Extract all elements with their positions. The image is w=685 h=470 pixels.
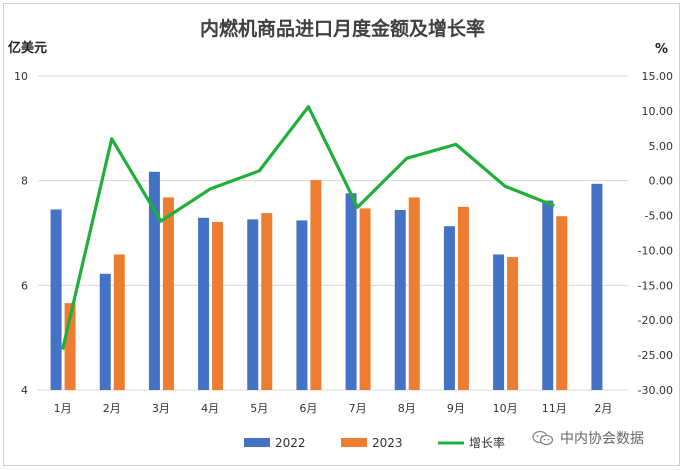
x-tick-label: 9月	[447, 402, 465, 415]
bar-2022	[394, 209, 406, 390]
bar-2023	[359, 208, 371, 390]
chart-title: 内燃机商品进口月度金额及增长率	[199, 18, 485, 40]
right-axis-unit: %	[655, 42, 669, 57]
bar-2023	[212, 222, 224, 390]
x-tick-label: 10月	[493, 402, 518, 415]
legend-label: 增长率	[469, 435, 505, 450]
bar-2022	[591, 183, 603, 390]
bar-2023	[310, 180, 322, 390]
x-tick-label: 2月	[594, 402, 612, 415]
bar-2023	[64, 303, 76, 390]
bar-2022	[296, 220, 308, 390]
bar-2022	[198, 217, 210, 390]
x-tick-label: 11月	[542, 402, 567, 415]
x-tick-label: 4月	[201, 402, 219, 415]
legend-swatch	[341, 438, 367, 447]
legend-swatch	[244, 438, 270, 447]
bar-2023	[113, 254, 125, 390]
bar-2022	[493, 254, 505, 390]
bar-2022	[247, 219, 259, 390]
y-tick-label-right: 0.00	[649, 175, 674, 188]
bar-2023	[261, 213, 273, 390]
bar-2022	[148, 171, 160, 390]
x-tick-label: 1月	[54, 402, 72, 415]
y-tick-label-right: -10.00	[638, 244, 673, 257]
bar-2022	[99, 273, 111, 390]
y-tick-label-left: 6	[21, 279, 28, 292]
legend-label: 2023	[372, 436, 403, 450]
y-tick-label-left: 10	[14, 70, 28, 83]
bar-2022	[443, 226, 455, 390]
bar-2022	[542, 200, 554, 390]
y-tick-label-right: 10.00	[642, 105, 674, 118]
y-tick-label-left: 8	[21, 175, 28, 188]
bar-2022	[345, 193, 357, 390]
bar-2023	[507, 257, 519, 390]
bar-2022	[50, 209, 62, 390]
y-tick-label-right: 15.00	[642, 70, 674, 83]
y-tick-label-right: 5.00	[649, 140, 674, 153]
y-tick-label-right: -15.00	[638, 279, 673, 292]
x-tick-label: 2月	[103, 402, 121, 415]
y-tick-label-right: -25.00	[638, 349, 673, 362]
x-tick-label: 7月	[349, 402, 367, 415]
left-axis-unit: 亿美元	[8, 41, 48, 56]
x-tick-label: 5月	[250, 402, 268, 415]
bar-2023	[408, 197, 420, 390]
legend-label: 2022	[275, 436, 306, 450]
bar-2023	[162, 197, 174, 390]
wechat-icon	[532, 430, 554, 446]
bar-2023	[457, 206, 469, 390]
x-tick-label: 8月	[398, 402, 416, 415]
bar-2023	[556, 216, 568, 390]
x-tick-label: 3月	[152, 402, 170, 415]
watermark-text: 中内协会数据	[560, 431, 644, 447]
y-tick-label-left: 4	[21, 384, 28, 397]
x-tick-label: 6月	[299, 402, 317, 415]
y-tick-label-right: -20.00	[638, 314, 673, 327]
watermark: 中内协会数据	[532, 428, 644, 448]
growth-rate-line	[61, 105, 555, 350]
y-tick-label-right: -30.00	[638, 384, 673, 397]
y-tick-label-right: -5.00	[645, 210, 673, 223]
